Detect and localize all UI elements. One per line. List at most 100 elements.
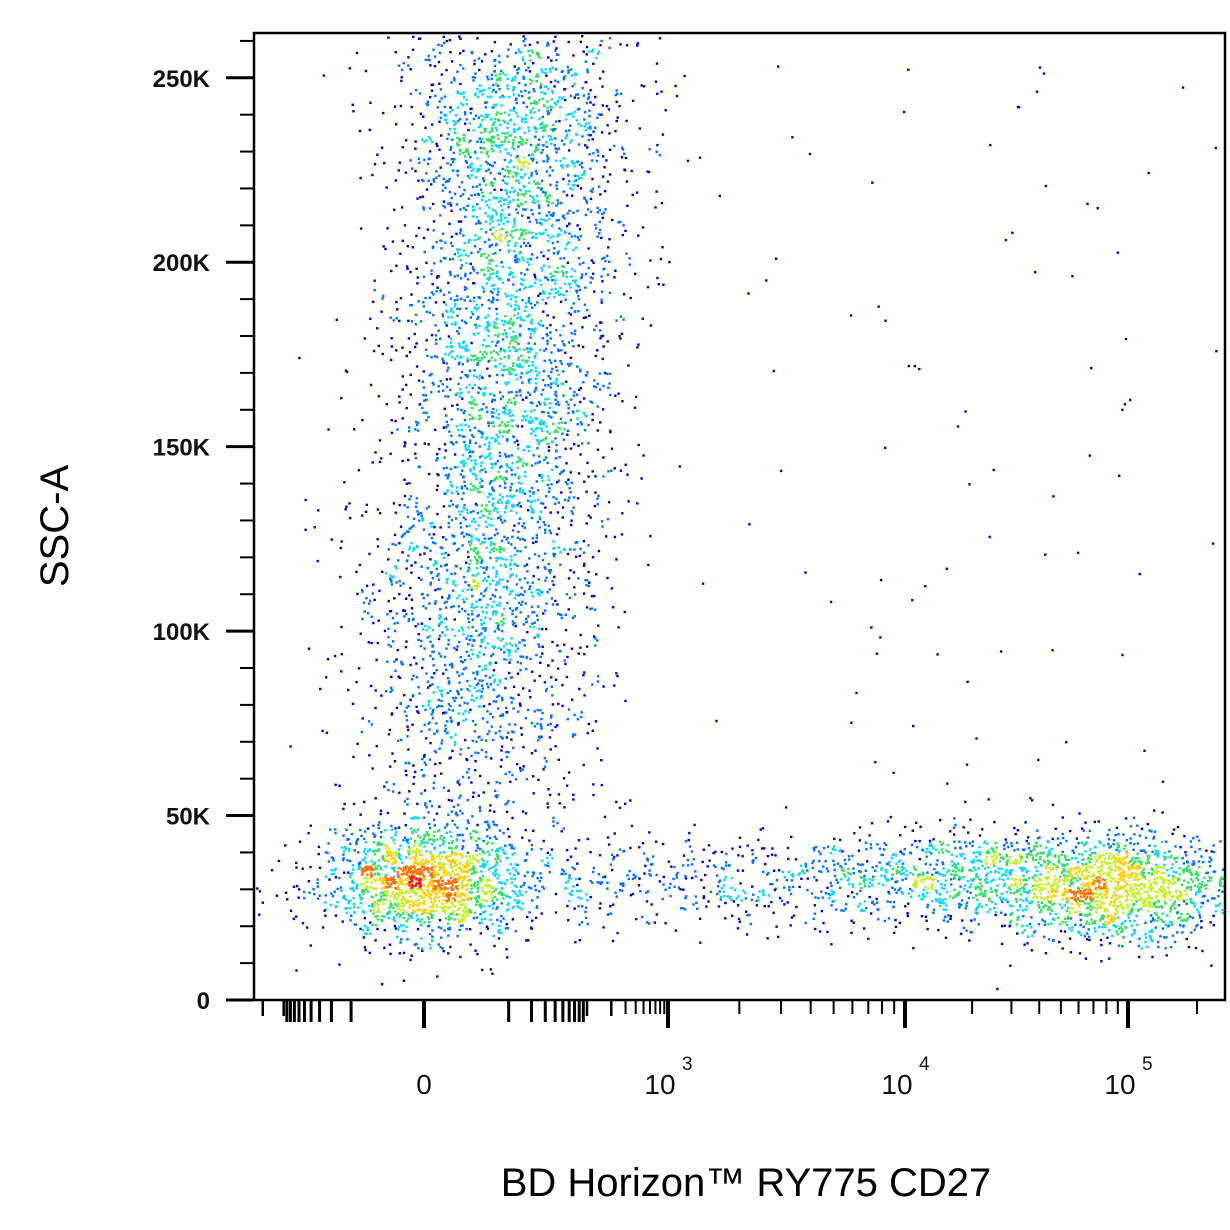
event-dot bbox=[425, 672, 428, 675]
event-dot bbox=[459, 356, 463, 359]
event-dot bbox=[507, 48, 510, 51]
event-dot bbox=[497, 78, 501, 81]
event-dot bbox=[422, 386, 426, 389]
event-dot bbox=[594, 491, 597, 494]
event-dot bbox=[493, 117, 497, 121]
event-dot bbox=[484, 212, 487, 215]
event-dot bbox=[512, 330, 515, 333]
event-dot bbox=[576, 93, 580, 96]
event-dot bbox=[538, 421, 542, 424]
event-dot bbox=[569, 141, 572, 144]
event-dot bbox=[528, 585, 532, 588]
event-dot bbox=[467, 197, 470, 200]
event-dot bbox=[501, 637, 505, 641]
event-dot bbox=[465, 118, 468, 121]
event-dot bbox=[510, 294, 514, 297]
event-dot bbox=[560, 201, 563, 205]
event-dot bbox=[490, 243, 494, 247]
event-dot bbox=[551, 91, 555, 95]
event-dot bbox=[474, 830, 477, 833]
event-dot bbox=[447, 316, 450, 319]
event-dot bbox=[570, 235, 573, 238]
event-dot bbox=[482, 859, 485, 863]
event-dot bbox=[460, 346, 463, 349]
event-dot bbox=[654, 206, 657, 209]
event-dot bbox=[567, 403, 570, 406]
event-dot bbox=[506, 77, 509, 80]
event-dot bbox=[462, 575, 466, 579]
event-dot bbox=[564, 129, 568, 133]
event-dot bbox=[341, 920, 344, 923]
event-dot bbox=[501, 557, 504, 561]
event-dot bbox=[519, 704, 522, 707]
event-dot bbox=[495, 781, 498, 784]
event-dot bbox=[423, 834, 426, 837]
event-dot bbox=[489, 885, 492, 888]
event-dot bbox=[556, 603, 559, 606]
event-dot bbox=[459, 194, 462, 198]
event-dot bbox=[590, 259, 593, 262]
event-dot bbox=[509, 573, 513, 577]
event-dot bbox=[479, 542, 482, 546]
event-dot bbox=[528, 244, 532, 248]
event-dot bbox=[481, 863, 485, 866]
event-dot bbox=[369, 872, 373, 875]
event-dot bbox=[557, 612, 560, 615]
event-dot bbox=[375, 658, 378, 662]
event-dot bbox=[500, 347, 503, 350]
event-dot bbox=[470, 548, 473, 551]
event-dot bbox=[543, 531, 547, 534]
event-dot bbox=[467, 566, 470, 569]
event-dot bbox=[510, 559, 513, 562]
event-dot bbox=[503, 198, 506, 202]
event-dot bbox=[407, 337, 411, 340]
event-dot bbox=[491, 504, 494, 507]
event-dot bbox=[489, 222, 492, 225]
event-dot bbox=[437, 624, 441, 627]
event-dot bbox=[464, 718, 468, 721]
event-dot bbox=[519, 538, 522, 541]
event-dot bbox=[546, 239, 550, 243]
event-dot bbox=[473, 383, 476, 387]
event-dot bbox=[537, 554, 541, 558]
event-dot bbox=[552, 316, 555, 319]
event-dot bbox=[474, 584, 477, 588]
event-dot bbox=[481, 679, 484, 682]
event-dot bbox=[493, 177, 496, 181]
event-dot bbox=[525, 161, 529, 164]
event-dot bbox=[598, 209, 602, 212]
event-dot bbox=[513, 899, 516, 902]
event-dot bbox=[420, 768, 423, 772]
event-dot bbox=[396, 935, 399, 939]
event-dot bbox=[487, 537, 491, 540]
event-dot bbox=[502, 893, 505, 896]
event-dot bbox=[439, 214, 442, 217]
event-dot bbox=[555, 443, 558, 447]
event-dot bbox=[460, 626, 463, 629]
event-dot bbox=[549, 511, 552, 514]
event-dot bbox=[540, 725, 543, 728]
event-dot bbox=[510, 881, 514, 884]
event-dot bbox=[533, 355, 536, 358]
event-dot bbox=[378, 899, 381, 902]
event-dot bbox=[500, 214, 503, 218]
event-dot bbox=[573, 390, 576, 394]
event-dot bbox=[486, 113, 490, 117]
event-dot bbox=[529, 59, 532, 62]
event-dot bbox=[508, 607, 512, 610]
event-dot bbox=[551, 241, 555, 245]
event-dot bbox=[490, 300, 493, 303]
event-dot bbox=[496, 111, 499, 114]
event-dot bbox=[505, 335, 508, 339]
event-dot bbox=[505, 751, 508, 754]
event-dot bbox=[615, 672, 618, 675]
event-dot bbox=[425, 261, 428, 265]
event-dot bbox=[451, 749, 454, 753]
event-dot bbox=[546, 342, 549, 345]
event-dot bbox=[514, 608, 518, 611]
event-dot bbox=[570, 306, 573, 310]
event-dot bbox=[390, 675, 393, 679]
event-dot bbox=[414, 816, 417, 819]
event-dot bbox=[628, 263, 631, 266]
event-dot bbox=[408, 884, 411, 887]
